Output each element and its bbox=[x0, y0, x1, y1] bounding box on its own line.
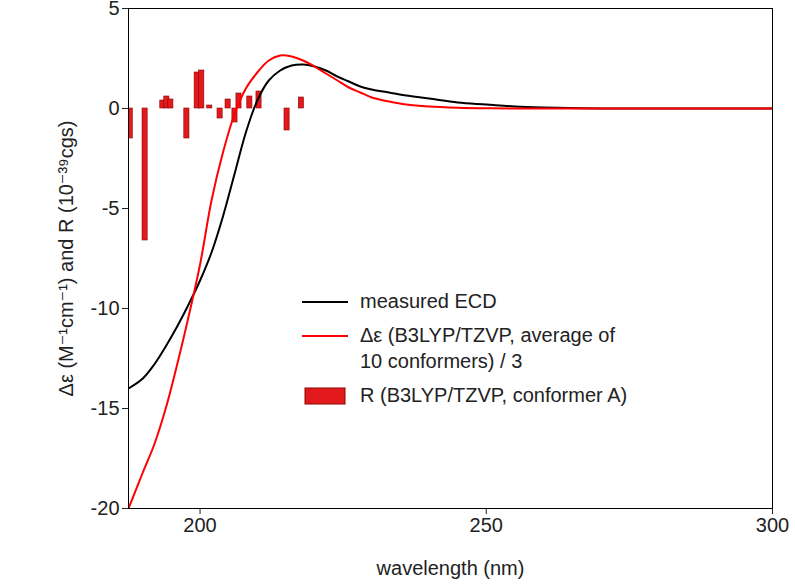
svg-text:-10: -10 bbox=[91, 297, 120, 319]
html-text:R (B3LYP/TZVP, conformer A): R (B3LYP/TZVP, conformer A) bbox=[360, 384, 628, 406]
svg-text:-20: -20 bbox=[91, 497, 120, 519]
svg-text:200: 200 bbox=[183, 514, 216, 536]
svg-text:5: 5 bbox=[108, 0, 119, 19]
html-text:measured ECD: measured ECD bbox=[360, 290, 497, 312]
html-text:Δε (B3LYP/TZVP, average of 10: Δε (B3LYP/TZVP, average of 10 conformers… bbox=[360, 324, 615, 372]
svg-text:0: 0 bbox=[108, 97, 119, 119]
svg-text:300: 300 bbox=[756, 514, 789, 536]
svg-text:250: 250 bbox=[470, 514, 503, 536]
svg-text:wavelength (nm): wavelength (nm) bbox=[376, 557, 525, 579]
svg-text:-15: -15 bbox=[91, 397, 120, 419]
svg-text:Δε (M⁻¹cm⁻¹) and R (10⁻³⁹cgs): Δε (M⁻¹cm⁻¹) and R (10⁻³⁹cgs) bbox=[55, 121, 77, 397]
svg-text:-5: -5 bbox=[102, 197, 120, 219]
